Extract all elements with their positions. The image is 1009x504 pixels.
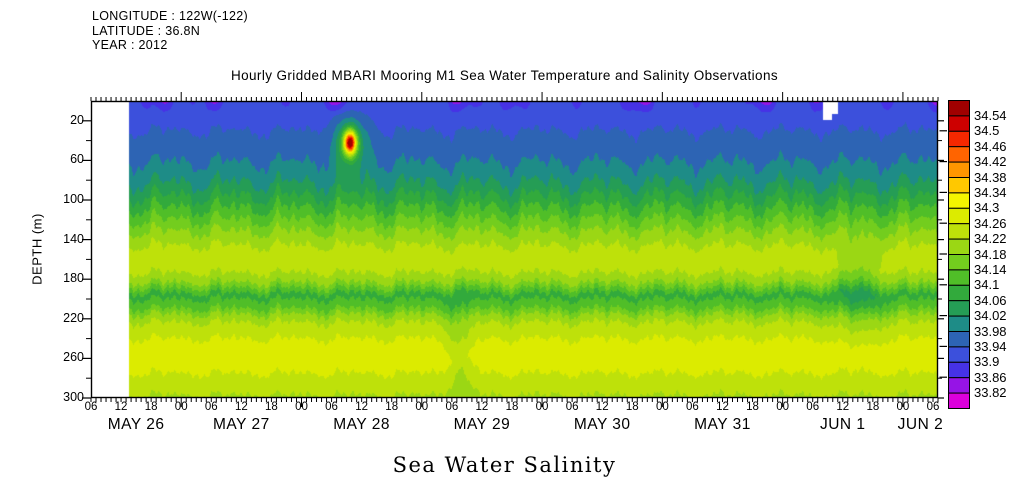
colorbar-tick-label: 33.94 [974, 338, 1007, 354]
colorbar-tick-label: 33.82 [974, 385, 1007, 401]
x-date-label: MAY 28 [333, 416, 390, 433]
salinity-heatmap-canvas [91, 101, 938, 398]
chart-title: Hourly Gridded MBARI Mooring M1 Sea Wate… [230, 68, 779, 83]
colorbar-cell [948, 161, 970, 179]
x-hour-label: 00 [295, 401, 308, 413]
colorbar-tick-label: 34.06 [974, 292, 1007, 308]
x-date-label: JUN 2 [897, 416, 944, 433]
x-hour-label: 06 [325, 401, 338, 413]
y-tick-label: 180 [63, 271, 84, 286]
colorbar-cell [948, 207, 970, 225]
latitude-label: LATITUDE : 36.8N [92, 23, 201, 38]
colorbar-cell [948, 146, 970, 163]
x-hour-label: 00 [655, 401, 669, 413]
colorbar-cell [948, 115, 970, 132]
x-hour-label: 06 [565, 401, 579, 413]
colorbar-cell [948, 284, 970, 302]
x-hour-label: 18 [265, 401, 278, 413]
x-hour-label: 06 [204, 401, 218, 413]
x-hour-label: 12 [595, 401, 609, 413]
colorbar-tick-label: 34.14 [974, 261, 1007, 277]
y-tick-label: 60 [70, 152, 84, 167]
colorbar-tick-label: 34.22 [974, 231, 1007, 247]
colorbar-cell [948, 192, 970, 209]
y-tick-label: 20 [70, 112, 84, 127]
metadata-block: LONGITUDE : 122W(-122) LATITUDE : 36.8N … [92, 9, 248, 53]
colorbar-cell [948, 130, 970, 148]
longitude-label: LONGITUDE : 122W(-122) [92, 9, 248, 23]
colorbar-tick-label: 33.98 [974, 323, 1007, 339]
x-hour-label: 06 [686, 401, 699, 413]
x-hour-label: 18 [505, 401, 519, 413]
colorbar-tick-label: 33.9 [974, 354, 1000, 370]
x-hour-label: 18 [144, 401, 158, 413]
colorbar-variable-title: Sea Water Salinity [392, 453, 617, 477]
colorbar-tick-label: 34.18 [974, 246, 1007, 262]
x-date-label: JUN 1 [819, 416, 866, 433]
x-date-label: MAY 31 [694, 416, 751, 433]
colorbar-cell [948, 346, 970, 363]
colorbar-tick-label: 34.42 [974, 154, 1007, 170]
x-hour-label: 12 [234, 401, 248, 413]
colorbar-cell [948, 269, 970, 286]
x-hour-label: 12 [114, 401, 128, 413]
colorbar-tick-label: 34.1 [974, 277, 1000, 293]
x-hour-label: 00 [896, 401, 910, 413]
year-label: YEAR : 2012 [92, 38, 168, 53]
colorbar-tick-label: 34.38 [974, 169, 1007, 185]
x-hour-label: 06 [84, 401, 98, 413]
x-hour-label: 06 [806, 401, 820, 413]
colorbar-cell [948, 223, 970, 240]
x-hour-label: 12 [716, 401, 729, 413]
colorbar-cell [948, 238, 970, 256]
colorbar-cell [948, 300, 970, 317]
colorbar-tick-label: 34.46 [974, 138, 1007, 154]
y-tick-label: 300 [63, 390, 84, 404]
x-hour-label: 00 [415, 401, 429, 413]
y-tick-label: 220 [63, 310, 84, 325]
colorbar-tick-label: 34.5 [974, 123, 1000, 139]
x-hour-label: 00 [535, 401, 549, 413]
colorbar-cell [948, 392, 970, 410]
x-date-label: MAY 27 [212, 416, 270, 433]
colorbar-tick-label: 34.3 [974, 200, 1000, 216]
colorbar-cell [948, 315, 970, 333]
x-hour-label: 00 [776, 401, 790, 413]
x-date-label: MAY 26 [107, 416, 165, 433]
colorbar-cell [948, 254, 970, 271]
y-tick-label: 260 [63, 350, 84, 365]
x-hour-label: 06 [445, 401, 459, 413]
x-hour-label: 18 [625, 401, 639, 413]
colorbar-cell [948, 377, 970, 394]
colorbar-tick-label: 33.86 [974, 369, 1007, 385]
x-hour-label: 18 [385, 401, 399, 413]
colorbar-cell [948, 100, 970, 117]
colorbar-cell [948, 331, 970, 348]
x-hour-label: 12 [475, 401, 489, 413]
x-hour-label: 18 [746, 401, 759, 413]
colorbar-tick-label: 34.02 [974, 308, 1007, 324]
y-tick-label: 140 [63, 231, 84, 246]
colorbar-tick-label: 34.26 [974, 215, 1007, 231]
x-hour-label: 12 [355, 401, 369, 413]
x-date-label: MAY 29 [453, 416, 511, 433]
colorbar-cell [948, 361, 970, 379]
colorbar-tick-label: 34.54 [974, 107, 1007, 123]
x-hour-label: 00 [174, 401, 188, 413]
x-hour-label: 18 [866, 401, 880, 413]
colorbar-tick-label: 34.34 [974, 184, 1007, 200]
colorbar-cell [948, 177, 970, 194]
x-hour-label: 06 [926, 401, 940, 413]
y-tick-label: 100 [63, 192, 84, 206]
x-date-label: MAY 30 [573, 416, 631, 433]
x-hour-label: 12 [836, 401, 850, 413]
